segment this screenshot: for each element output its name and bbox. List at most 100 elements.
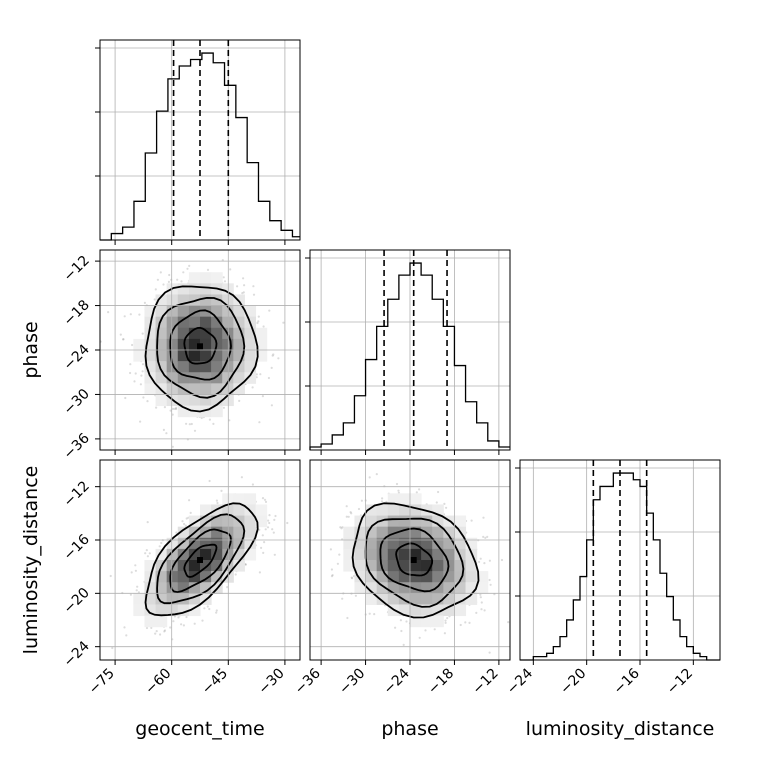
sample-point	[282, 321, 285, 324]
sample-point	[203, 607, 206, 610]
sample-point	[206, 605, 209, 608]
density-cell	[177, 305, 190, 318]
sample-point	[331, 574, 334, 577]
sample-point	[268, 514, 271, 517]
sample-point	[123, 315, 126, 318]
sample-point	[208, 479, 211, 483]
density-cell	[200, 405, 212, 418]
sample-point	[162, 283, 165, 286]
density-cell	[465, 571, 478, 583]
sample-point	[357, 507, 361, 511]
density-cell	[233, 338, 245, 351]
density-cell	[188, 327, 201, 340]
sample-point	[381, 497, 384, 500]
density-cell	[177, 361, 190, 373]
density-cell	[177, 316, 190, 329]
density-cell	[233, 526, 245, 539]
sample-point	[129, 363, 132, 366]
density-cell	[432, 548, 444, 561]
y-tick-label: −16	[61, 531, 93, 563]
y-tick-label: −24	[61, 638, 93, 670]
sample-point	[190, 422, 193, 426]
sample-point	[350, 512, 353, 515]
sample-point	[216, 501, 219, 505]
sample-point	[339, 526, 342, 529]
density-cell	[166, 548, 179, 561]
density-cell	[211, 350, 223, 362]
x-tick-label: −24	[381, 665, 413, 697]
x-axis-label-geocent_time: geocent_time	[135, 718, 264, 740]
hist-panel-geocent_time	[95, 39, 301, 241]
density-cell	[465, 537, 478, 550]
density-cell	[177, 560, 190, 572]
density-cell	[410, 571, 422, 583]
density-cell	[200, 361, 212, 373]
sample-point	[418, 488, 421, 491]
x-axis-label-phase: phase	[381, 718, 438, 740]
density-cell	[155, 548, 168, 561]
density-cell	[144, 604, 157, 617]
sample-point	[263, 498, 267, 501]
sample-point	[256, 321, 259, 325]
contour-level-4	[351, 502, 480, 619]
density-cell	[398, 504, 411, 517]
sample-point	[375, 473, 378, 476]
density-cell	[454, 515, 467, 528]
sample-point	[257, 315, 260, 318]
density-cell	[410, 493, 422, 505]
density-cell	[421, 582, 433, 594]
density-cell	[211, 571, 223, 583]
sample-point	[251, 386, 254, 389]
sample-point	[258, 528, 261, 531]
density-cell	[233, 504, 245, 517]
density-cell	[144, 383, 157, 395]
density-cell	[211, 405, 223, 418]
density-cell	[465, 593, 478, 605]
sample-point	[242, 291, 245, 294]
sample-point	[444, 619, 447, 622]
sample-point	[154, 632, 157, 635]
sample-point	[341, 597, 344, 600]
density-cell	[376, 504, 389, 517]
sample-point	[341, 526, 344, 529]
sample-point	[138, 313, 141, 316]
density-cell	[211, 383, 223, 395]
sample-point	[182, 624, 185, 627]
sample-point	[140, 374, 143, 377]
sample-point	[160, 541, 163, 545]
sample-point	[262, 551, 265, 555]
x-tick-label: −60	[142, 666, 174, 698]
density-cell	[155, 327, 168, 340]
sample-point	[129, 371, 132, 375]
density-cell	[200, 504, 212, 517]
density-cell	[410, 615, 422, 628]
sample-point	[345, 515, 348, 518]
density-cell	[177, 526, 190, 539]
density-cell	[188, 604, 201, 617]
density-cell	[354, 571, 367, 583]
sample-point	[146, 555, 149, 558]
contour-level-2	[379, 527, 450, 593]
sample-point	[251, 483, 254, 486]
sample-point	[146, 400, 149, 403]
sample-point	[475, 611, 478, 615]
density-cell	[387, 493, 400, 505]
density-cell	[155, 316, 168, 329]
density-cell	[233, 383, 245, 395]
density-cell	[365, 571, 378, 583]
density-cell	[365, 515, 378, 528]
density-cell	[233, 361, 245, 373]
density-peak	[410, 557, 417, 563]
density-cell	[255, 338, 268, 351]
density-cell	[343, 548, 355, 561]
density-cell	[233, 372, 245, 384]
density-cell	[211, 394, 223, 407]
density-cell	[432, 593, 444, 605]
sample-point	[139, 383, 142, 386]
sample-point	[185, 422, 188, 425]
density-cell	[432, 504, 444, 517]
density-cell	[144, 593, 157, 605]
density-cell	[188, 515, 201, 528]
sample-point	[244, 563, 247, 566]
sample-point	[437, 490, 440, 494]
